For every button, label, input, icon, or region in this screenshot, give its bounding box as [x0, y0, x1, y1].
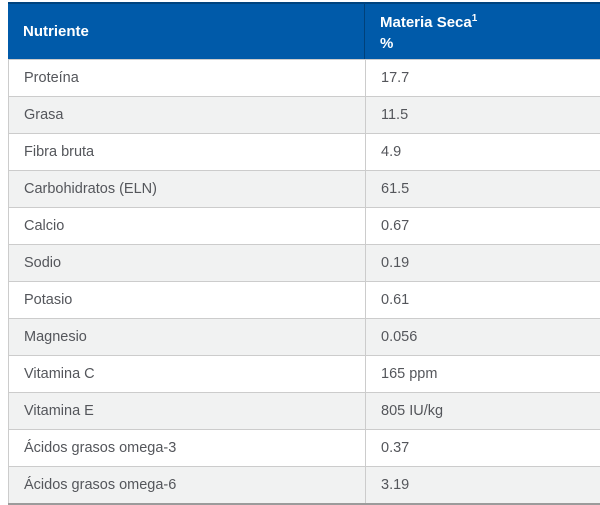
table-row: Grasa 11.5 [8, 96, 600, 133]
nutrient-value-cell: 165 ppm [365, 356, 600, 392]
table-row: Carbohidratos (ELN) 61.5 [8, 170, 600, 207]
nutrient-name-cell: Vitamina E [24, 403, 94, 419]
header-value-label: Materia Seca [380, 14, 472, 31]
nutrient-name-cell: Sodio [24, 255, 62, 271]
table-row: Ácidos grasos omega-6 3.19 [8, 466, 600, 503]
nutrient-value-cell: 0.19 [365, 245, 600, 281]
table-row: Sodio 0.19 [8, 244, 600, 281]
nutrient-name-cell: Calcio [24, 218, 65, 234]
header-value-unit: % [380, 35, 394, 52]
nutrient-name-cell: Grasa [24, 107, 64, 123]
nutrient-value-cell: 0.056 [365, 319, 600, 355]
header-nutrient-label: Nutriente [23, 23, 89, 40]
table-header-row: Nutriente Materia Seca1 % [8, 2, 600, 59]
table-row: Fibra bruta 4.9 [8, 133, 600, 170]
table-body: Proteína 17.7 Grasa 11.5 Fibra bruta 4.9… [8, 59, 600, 503]
nutrient-name-cell: Carbohidratos (ELN) [24, 181, 157, 197]
nutrient-value-cell: 0.67 [365, 208, 600, 244]
nutrient-name-cell: Potasio [24, 292, 73, 308]
table-row: Ácidos grasos omega-3 0.37 [8, 429, 600, 466]
nutrient-name-cell: Magnesio [24, 329, 87, 345]
nutrient-value-cell: 11.5 [365, 97, 600, 133]
header-value-label-line: Materia Seca1 [380, 12, 600, 33]
nutrient-value-cell: 0.61 [365, 282, 600, 318]
header-value-cell: Materia Seca1 % [364, 4, 600, 59]
nutrition-table: Nutriente Materia Seca1 % Proteína 17.7 … [8, 2, 600, 505]
nutrient-name-cell: Fibra bruta [24, 144, 95, 160]
table-row: Potasio 0.61 [8, 281, 600, 318]
nutrient-value-cell: 61.5 [365, 171, 600, 207]
nutrient-value-cell: 4.9 [365, 134, 600, 170]
table-row: Calcio 0.67 [8, 207, 600, 244]
header-value-superscript: 1 [471, 13, 478, 24]
nutrient-value-cell: 0.37 [365, 430, 600, 466]
nutrient-value-cell: 3.19 [365, 467, 600, 503]
nutrient-value-cell: 17.7 [365, 60, 600, 96]
nutrient-name-cell: Vitamina C [24, 366, 95, 382]
nutrient-name-cell: Ácidos grasos omega-6 [24, 477, 177, 493]
table-row: Vitamina E 805 IU/kg [8, 392, 600, 429]
nutrient-value-cell: 805 IU/kg [365, 393, 600, 429]
nutrient-name-cell: Proteína [24, 70, 79, 86]
table-row: Vitamina C 165 ppm [8, 355, 600, 392]
table-row: Proteína 17.7 [8, 59, 600, 96]
nutrient-name-cell: Ácidos grasos omega-3 [24, 440, 177, 456]
table-row: Magnesio 0.056 [8, 318, 600, 355]
